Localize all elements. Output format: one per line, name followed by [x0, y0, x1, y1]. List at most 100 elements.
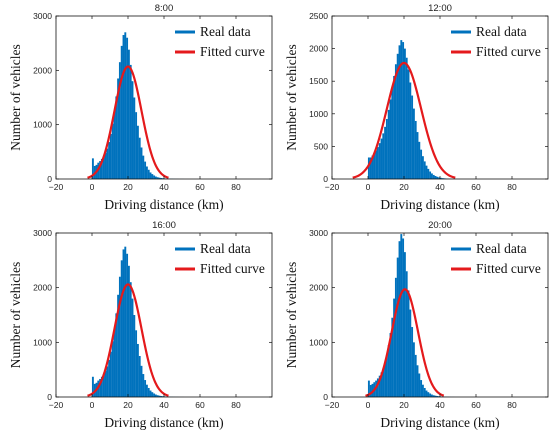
x-tick-label: 0 — [90, 182, 95, 192]
y-tick-label: 1000 — [309, 109, 328, 119]
histogram-bar — [427, 168, 430, 179]
x-tick-label: −20 — [325, 400, 340, 410]
histogram-bar — [396, 257, 399, 397]
histogram-bar — [149, 390, 152, 397]
y-tick-label: 3000 — [309, 228, 328, 238]
histogram-bar — [414, 354, 417, 397]
histogram-bar — [378, 143, 381, 179]
histogram-bar — [441, 178, 444, 179]
y-tick-label: 3000 — [33, 228, 52, 238]
histogram-bar — [115, 96, 118, 179]
x-tick-label: 40 — [435, 400, 445, 410]
histogram-bar — [369, 384, 372, 397]
histogram-bar — [138, 356, 141, 397]
x-tick-label: 0 — [366, 400, 371, 410]
histogram-bar — [409, 309, 412, 397]
histogram-bar — [429, 171, 432, 179]
histogram-bar — [135, 330, 138, 397]
histogram-bar — [430, 394, 433, 397]
histogram-bar — [385, 354, 388, 397]
x-tick-label: 80 — [231, 182, 241, 192]
y-tick-label: 2000 — [33, 65, 52, 75]
histogram-bar — [407, 290, 410, 397]
x-tick-label: 0 — [90, 400, 95, 410]
histogram-bar — [144, 380, 147, 397]
histogram-bar — [405, 271, 408, 397]
histogram-bar — [124, 246, 127, 397]
histogram-bar — [420, 380, 423, 397]
histogram-bar — [400, 234, 403, 397]
histogram-bar — [106, 366, 109, 397]
histogram-bar — [99, 378, 102, 397]
histogram-bar — [113, 111, 116, 179]
legend-label: Real data — [476, 241, 527, 256]
histogram-bar — [151, 392, 154, 397]
x-tick-label: 60 — [471, 400, 481, 410]
y-tick-label: 1500 — [309, 76, 328, 86]
y-tick-label: 2000 — [309, 44, 328, 54]
y-tick-label: 0 — [323, 392, 328, 402]
histogram-bar — [421, 156, 424, 179]
histogram-bar — [430, 173, 433, 179]
histogram-bar — [138, 137, 141, 179]
legend-label: Real data — [476, 24, 527, 39]
x-tick-label: 20 — [399, 182, 409, 192]
x-axis-label: Driving distance (km) — [104, 197, 223, 212]
histogram-bar — [156, 395, 159, 397]
histogram-bar — [411, 327, 414, 397]
histogram-bar — [158, 177, 161, 179]
histogram-bar — [160, 396, 163, 397]
histogram-bar — [109, 351, 112, 397]
histogram-bar — [109, 133, 112, 179]
histogram-bar — [127, 265, 130, 397]
histogram-bar — [115, 313, 118, 397]
histogram-bar — [371, 155, 374, 179]
histogram-bar — [153, 175, 156, 179]
histogram-bar — [147, 387, 150, 397]
x-tick-label: 60 — [195, 400, 205, 410]
x-tick-label: −20 — [49, 182, 64, 192]
histogram-bar — [122, 249, 125, 397]
histogram-bar — [405, 57, 408, 180]
subplot-1200: −20 0 20 40 60 800500100015002000250012:00Dri… — [284, 3, 549, 212]
y-tick-label: 1000 — [309, 337, 328, 347]
histogram-bar — [387, 345, 390, 397]
subplot-title: 16:00 — [152, 220, 176, 231]
histogram-bar — [367, 157, 370, 179]
histogram-bar — [416, 365, 419, 397]
y-tick-label: 0 — [47, 392, 52, 402]
histogram-bar — [412, 342, 415, 397]
histogram-bar — [425, 165, 428, 179]
histogram-bar — [158, 395, 161, 397]
histogram-bar — [432, 395, 435, 397]
histogram-bar — [124, 32, 127, 179]
histogram-bar — [111, 123, 114, 179]
y-tick-label: 1000 — [33, 120, 52, 130]
histogram-bar — [367, 380, 370, 397]
legend-label: Fitted curve — [200, 261, 265, 276]
histogram-bar — [389, 333, 392, 397]
histogram-bar — [402, 42, 405, 179]
subplot-title: 20:00 — [428, 220, 452, 231]
histogram-bar — [142, 374, 145, 397]
histogram-bar — [420, 149, 423, 179]
subplot-title: 8:00 — [155, 3, 174, 14]
histogram-bar — [393, 298, 396, 397]
histogram-bar — [394, 277, 397, 397]
histogram-bar — [131, 81, 134, 179]
x-tick-label: 60 — [471, 182, 481, 192]
histogram-bar — [118, 276, 121, 397]
subplot-title: 12:00 — [428, 3, 452, 14]
legend-label: Fitted curve — [200, 44, 265, 59]
histogram-bar — [382, 133, 385, 179]
histogram-bar — [398, 45, 401, 180]
histogram-bar — [154, 394, 157, 397]
histogram-bar — [122, 35, 125, 180]
histogram-bar — [375, 150, 378, 179]
histogram-bar — [409, 82, 412, 179]
histogram-bar — [402, 238, 405, 397]
histogram-bar — [429, 393, 432, 397]
histogram-bar — [160, 178, 163, 179]
